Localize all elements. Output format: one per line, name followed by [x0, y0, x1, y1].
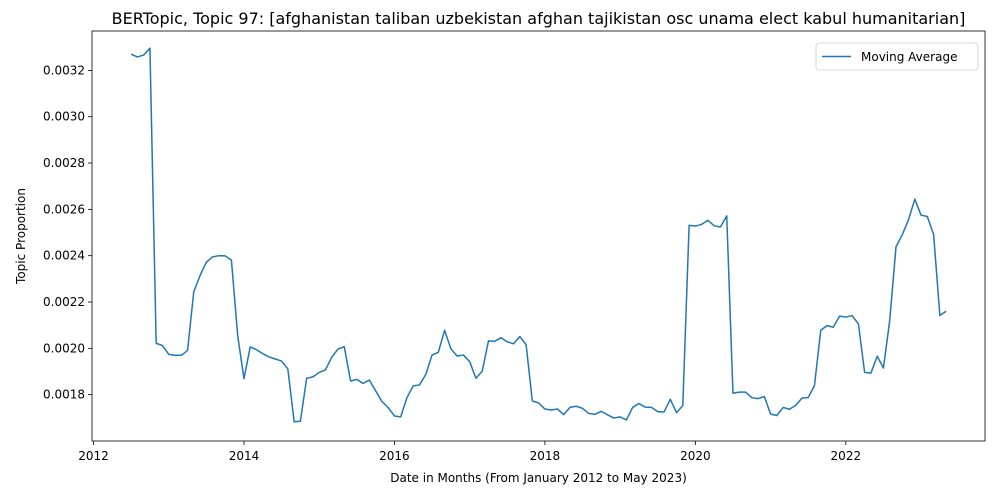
x-tick-label: 2020	[680, 449, 711, 463]
y-axis: 0.0018 0.0020 0.0022 0.0024 0.0026 0.0028 0.00…	[43, 63, 92, 402]
x-axis: 2012 2014 2016 2018 2020 2022	[78, 441, 861, 463]
y-tick-label: 0.0032	[43, 63, 85, 77]
y-tick-label: 0.0024	[43, 249, 85, 263]
legend-entry: Moving Average	[861, 50, 957, 64]
series-layer	[130, 47, 947, 423]
y-axis-label: Topic Proportion	[14, 188, 28, 285]
x-tick-label: 2018	[530, 449, 561, 463]
x-axis-label: Date in Months (From January 2012 to May…	[390, 471, 687, 485]
y-tick-label: 0.0022	[43, 295, 85, 309]
x-tick-label: 2014	[229, 449, 260, 463]
plot-frame	[91, 30, 986, 442]
y-tick-label: 0.0020	[43, 341, 85, 355]
plot-area	[92, 31, 985, 441]
y-tick-label: 0.0026	[43, 202, 85, 216]
chart-title: BERTopic, Topic 97: [afghanistan taliban…	[112, 9, 966, 28]
y-tick-label: 0.0030	[43, 110, 85, 124]
x-tick-label: 2016	[379, 449, 410, 463]
legend: Moving Average	[815, 42, 979, 71]
y-tick-label: 0.0028	[43, 156, 85, 170]
x-tick-label: 2022	[831, 449, 862, 463]
series-line-0	[130, 47, 947, 423]
x-tick-label: 2012	[78, 449, 109, 463]
legend-box	[815, 42, 979, 71]
y-tick-label: 0.0018	[43, 388, 85, 402]
